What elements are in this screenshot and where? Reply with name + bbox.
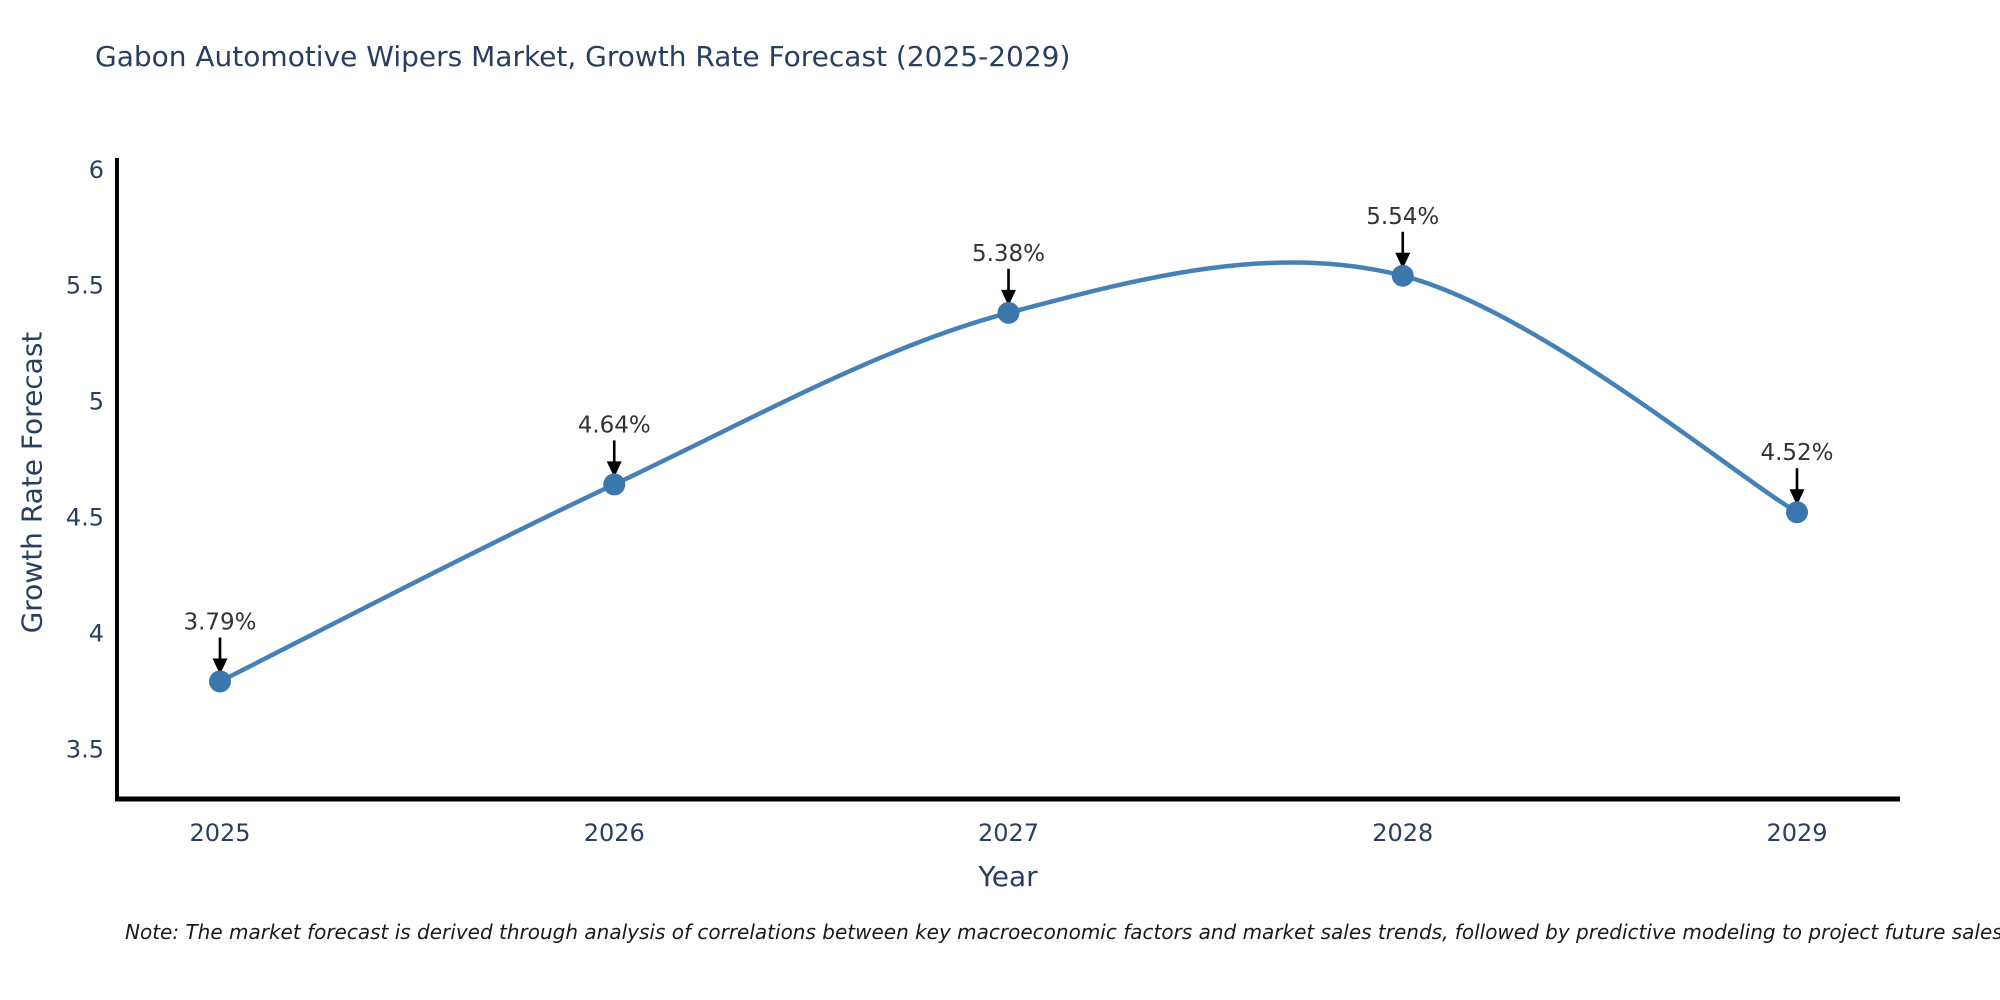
data-point-2029[interactable] <box>1786 501 1808 524</box>
chart-title: Gabon Automotive Wipers Market, Growth R… <box>95 40 1071 73</box>
annotation-arrowhead <box>212 658 228 675</box>
annotation-arrowhead <box>1395 252 1411 269</box>
data-point-label: 5.38% <box>972 241 1045 267</box>
x-tick-label: 2028 <box>1372 819 1433 847</box>
annotation-arrowhead <box>1789 489 1805 506</box>
x-tick-label: 2029 <box>1766 819 1827 847</box>
x-tick-label: 2025 <box>189 819 250 847</box>
y-tick-label: 4.5 <box>66 504 104 532</box>
y-tick-label: 5 <box>89 388 104 416</box>
annotation-arrowhead <box>606 461 622 478</box>
data-point-2027[interactable] <box>997 301 1020 324</box>
x-tick-label: 2027 <box>978 819 1039 847</box>
x-tick-label: 2026 <box>584 819 645 847</box>
y-tick-label: 5.5 <box>66 272 104 300</box>
data-point-2026[interactable] <box>603 473 626 496</box>
data-point-2025[interactable] <box>209 670 231 693</box>
x-axis-title: Year <box>978 860 1038 893</box>
data-point-label: 3.79% <box>183 609 256 635</box>
data-point-label: 5.54% <box>1366 204 1439 230</box>
y-tick-label: 4 <box>89 619 104 647</box>
data-point-label: 4.52% <box>1760 440 1833 466</box>
annotation-arrowhead <box>1001 289 1016 306</box>
data-point-2028[interactable] <box>1391 264 1414 287</box>
y-tick-label: 6 <box>89 156 104 184</box>
y-tick-label: 3.5 <box>66 735 104 763</box>
footnote: Note: The market forecast is derived thr… <box>125 920 2000 944</box>
data-point-label: 4.64% <box>578 412 651 438</box>
trend-line <box>217 260 1800 684</box>
